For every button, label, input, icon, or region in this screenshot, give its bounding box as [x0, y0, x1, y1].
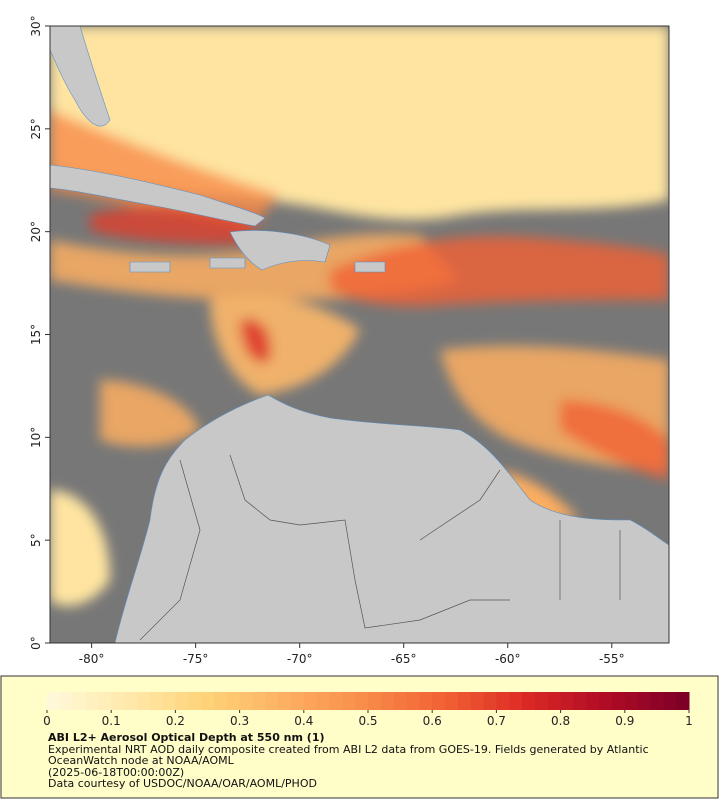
colorbar-segment	[380, 692, 395, 710]
legend-text: ABI L2+ Aerosol Optical Depth at 550 nm …	[48, 732, 688, 790]
colorbar-segment	[432, 692, 446, 710]
borders	[139, 454, 621, 641]
colorbar-segment	[534, 692, 549, 710]
x-tick-label: -75°	[183, 652, 209, 666]
colorbar-segment	[573, 692, 587, 710]
colorbar-segment	[252, 692, 266, 710]
colorbar-segment	[124, 692, 138, 710]
colorbar-segment	[85, 692, 99, 710]
colorbar-segment	[72, 692, 87, 710]
colorbar-segment	[226, 692, 241, 710]
colorbar-segment	[560, 692, 574, 710]
colorbar-tick-label: 0.9	[615, 714, 634, 728]
x-tick-label: -55°	[599, 652, 625, 666]
colorbar-segment	[547, 692, 562, 710]
colorbar-segment	[445, 692, 459, 710]
colorbar-tick-label: 0.7	[487, 714, 506, 728]
colorbar-segment	[290, 692, 305, 710]
colorbar-segment	[342, 692, 356, 710]
y-tick-label: 0°	[29, 636, 43, 650]
colorbar-segment	[676, 692, 690, 710]
colorbar-tick-label: 0.4	[294, 714, 313, 728]
x-tick-label: -60°	[495, 652, 521, 666]
colorbar-tick-label: 0.1	[102, 714, 121, 728]
colorbar-segment	[624, 692, 639, 710]
colorbar-tick-label: 0.5	[358, 714, 377, 728]
colorbar-segment	[509, 692, 523, 710]
colorbar-segment	[586, 692, 600, 710]
colorbar-segment	[650, 692, 664, 710]
legend-title: ABI L2+ Aerosol Optical Depth at 550 nm …	[48, 731, 325, 744]
x-tick-label: -80°	[79, 652, 105, 666]
y-tick-label: 20°	[29, 221, 43, 242]
colorbar-segment	[470, 692, 485, 710]
colorbar-tick-label: 0.6	[423, 714, 442, 728]
colorbar-segment	[149, 692, 164, 710]
legend-credit: Data courtesy of USDOC/NOAA/OAR/AOML/PHO…	[48, 777, 317, 790]
colorbar-tick-label: 0.2	[166, 714, 185, 728]
y-tick-label: 5°	[29, 533, 43, 547]
colorbar-tick-label: 0.3	[230, 714, 249, 728]
colorbar-segment	[303, 692, 318, 710]
x-tick-label: -65°	[391, 652, 417, 666]
colorbar-segment	[239, 692, 253, 710]
colorbar-segment	[457, 692, 472, 710]
colorbar-tick-label: 1	[685, 714, 693, 728]
legend-description: Experimental NRT AOD daily composite cre…	[48, 742, 649, 767]
y-tick-label: 25°	[29, 118, 43, 139]
colorbar-segment	[329, 692, 343, 710]
land	[50, 26, 669, 643]
colorbar-segment	[419, 692, 433, 710]
colorbar-segment	[355, 692, 369, 710]
colorbar-segment	[496, 692, 510, 710]
colorbar-segment	[188, 692, 202, 710]
colorbar-tick-label: 0	[43, 714, 51, 728]
x-tick-label: -70°	[287, 652, 313, 666]
legend-date: (2025-06-18T00:00:00Z)	[48, 765, 185, 779]
colorbar-segment	[59, 692, 74, 710]
colorbar-segment	[278, 692, 292, 710]
colorbar-tick-label: 0.8	[551, 714, 570, 728]
colorbar-segment	[213, 692, 228, 710]
colorbar-segment	[522, 692, 536, 710]
colorbar-segment	[637, 692, 651, 710]
colorbar-segment	[98, 692, 112, 710]
y-tick-label: 10°	[29, 427, 43, 448]
y-tick-label: 15°	[29, 324, 43, 345]
colorbar-segment	[265, 692, 279, 710]
colorbar-segment	[316, 692, 330, 710]
colorbar-segment	[201, 692, 215, 710]
colorbar-segment	[111, 692, 125, 710]
colorbar-segment	[483, 692, 497, 710]
map-area	[50, 26, 669, 643]
colorbar-segment	[393, 692, 408, 710]
colorbar-segment	[611, 692, 626, 710]
y-tick-label: 30°	[29, 15, 43, 36]
colorbar-segment	[368, 692, 382, 710]
colorbar-segment	[599, 692, 613, 710]
colorbar-segment	[175, 692, 189, 710]
colorbar-segment	[663, 692, 677, 710]
colorbar-segment	[406, 692, 420, 710]
colorbar-segment	[162, 692, 176, 710]
colorbar-segment	[47, 692, 61, 710]
aerosol-field	[50, 26, 669, 606]
colorbar-segment	[136, 692, 151, 710]
